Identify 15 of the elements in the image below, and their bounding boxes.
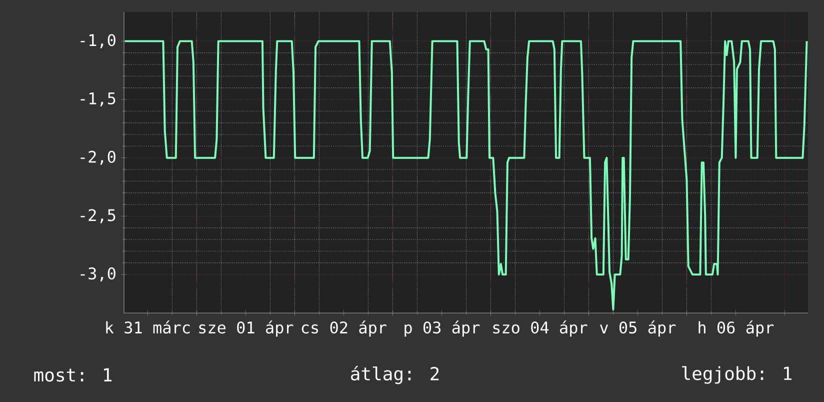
x-tick-label: v 05 ápr — [600, 320, 676, 337]
y-tick-label: -2,5 — [80, 209, 116, 224]
y-tick-label: -3,0 — [80, 267, 116, 282]
y-tick-label: -2,0 — [80, 150, 116, 165]
x-tick-label: p 03 ápr — [404, 320, 480, 337]
x-tick-label: k 31 márc — [106, 320, 190, 334]
x-tick-label: sze 01 ápr — [199, 320, 294, 337]
text: átlag: 2 — [351, 366, 439, 384]
x-tick-label: h 06 ápr — [698, 320, 774, 337]
text: legjobb: 1 — [682, 366, 792, 384]
y-tick-label: -1,5 — [80, 92, 116, 106]
y-tick-label: -1,0 — [80, 34, 116, 48]
text: most: 1 — [34, 368, 112, 382]
x-tick-label: szo 04 ápr — [493, 320, 588, 337]
x-tick-label: cs 02 ápr — [302, 320, 386, 337]
